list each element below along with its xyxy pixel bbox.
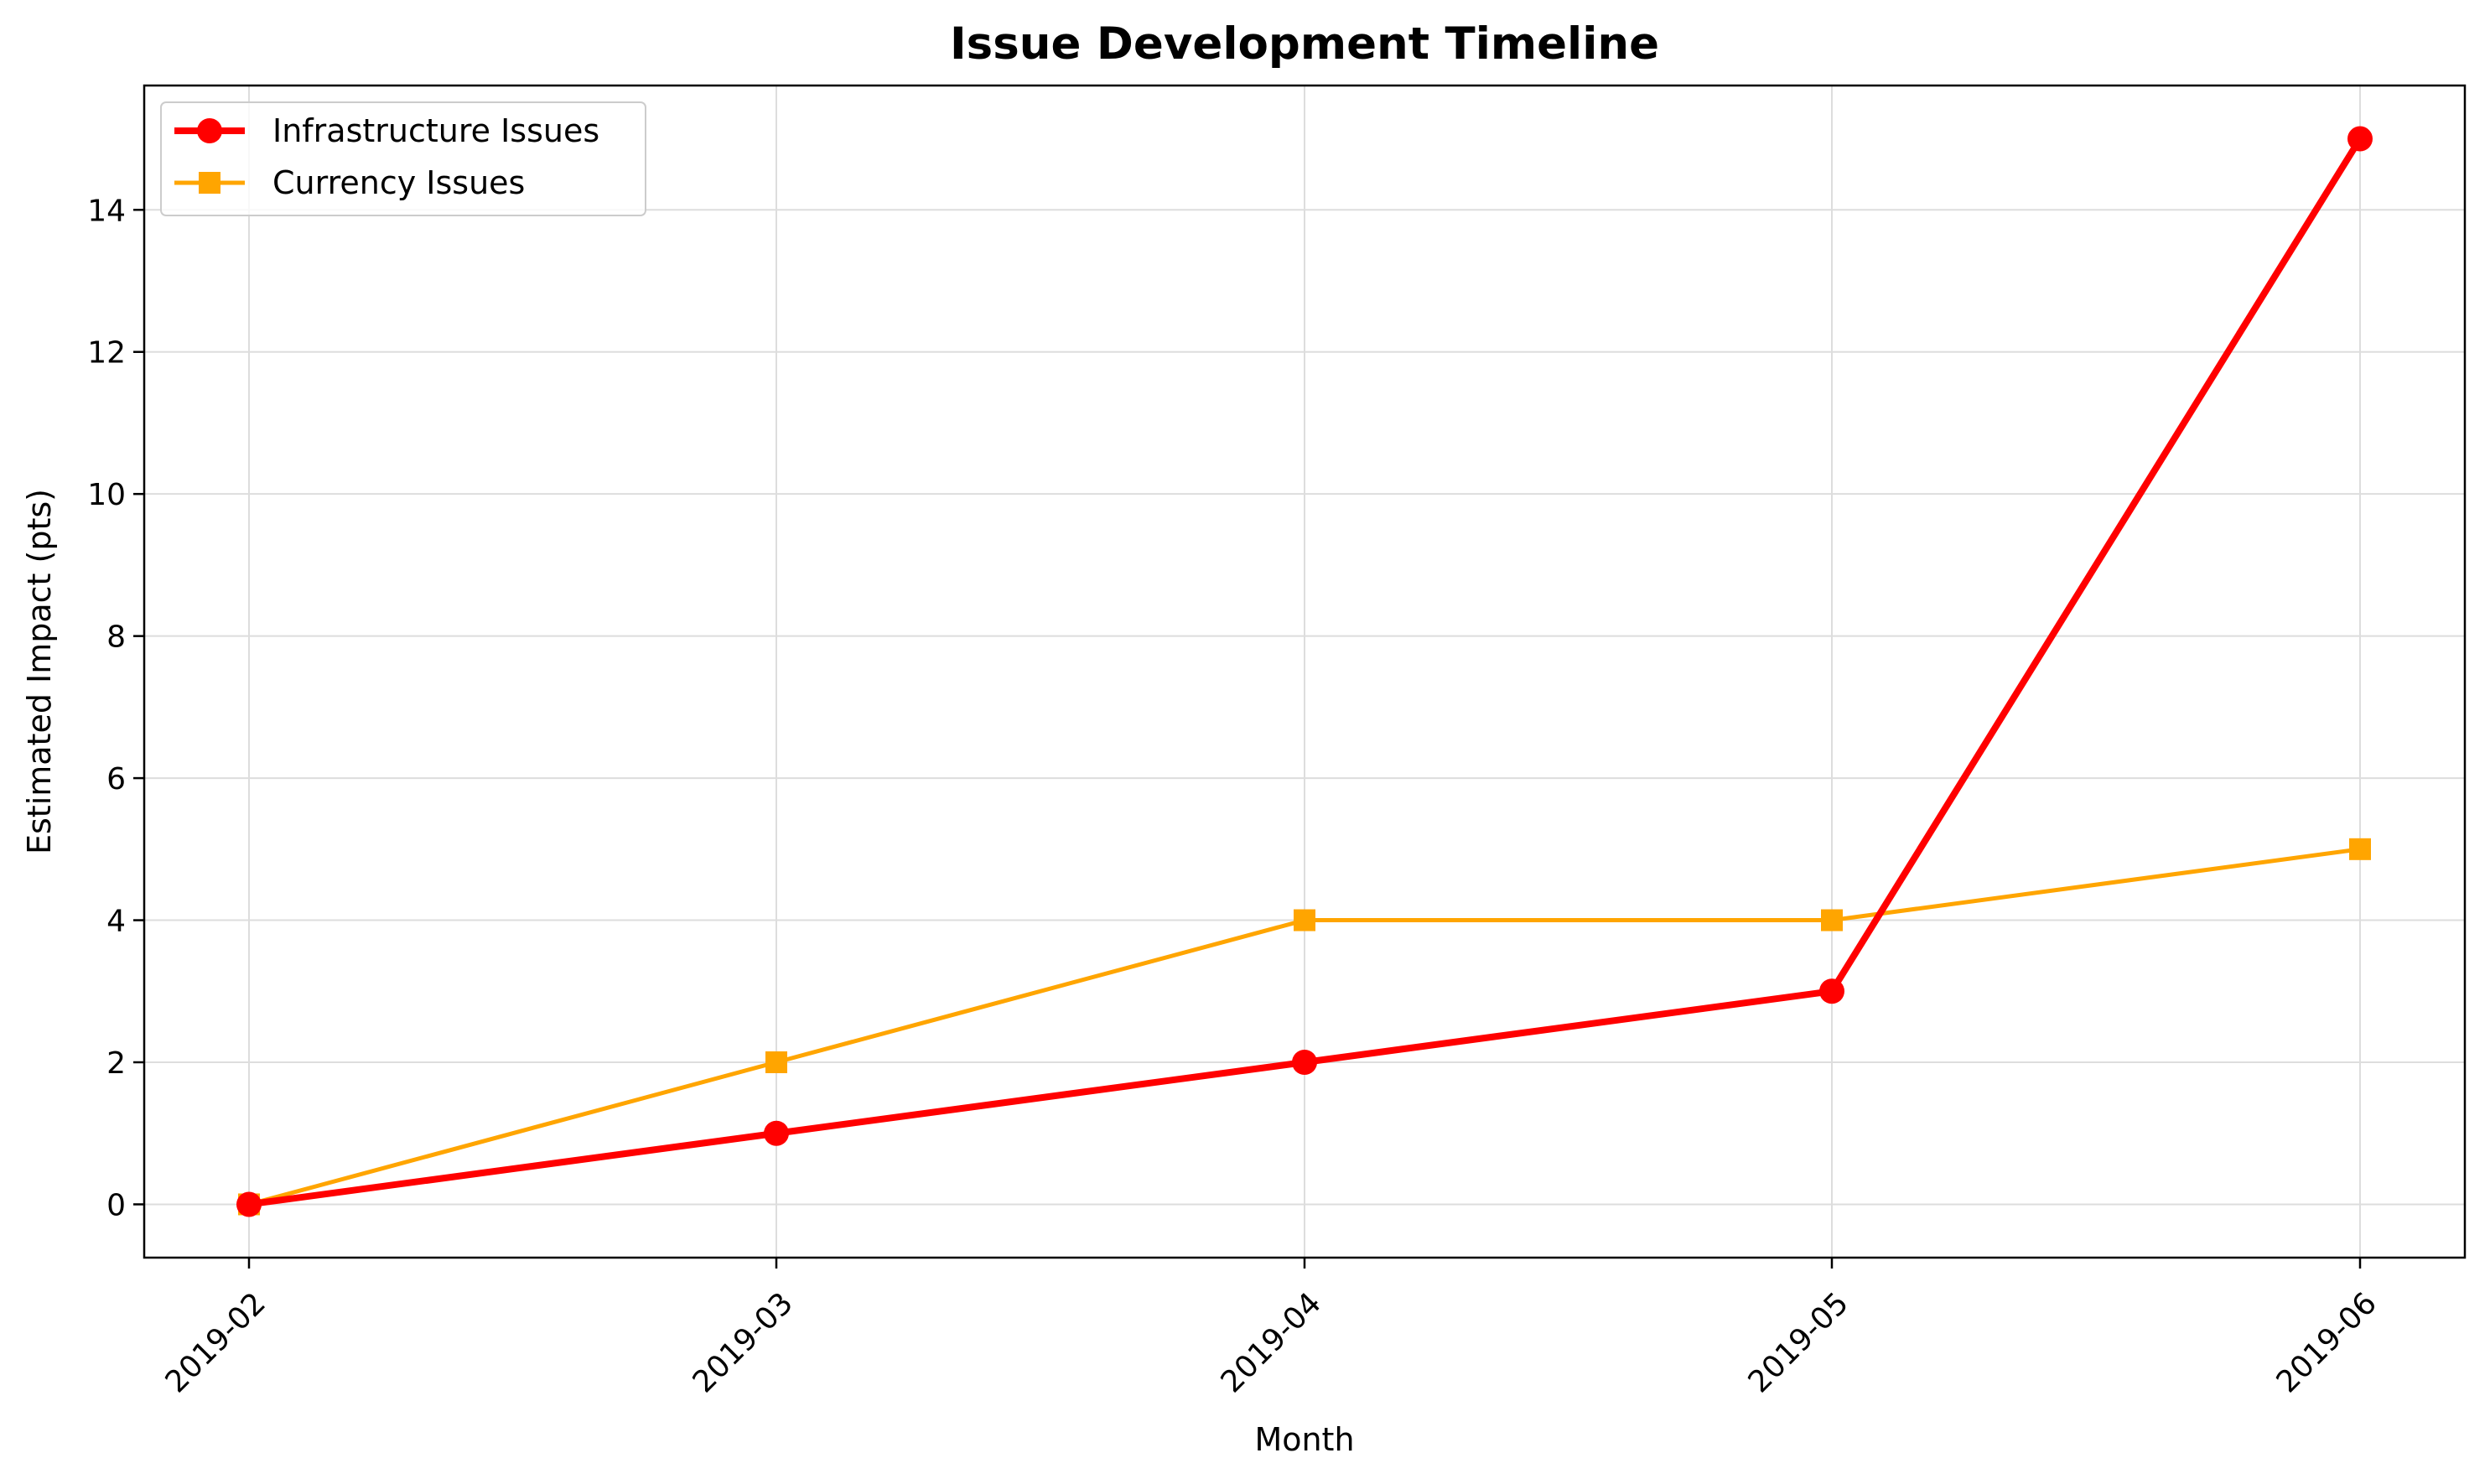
x-axis-label: Month <box>1254 1421 1354 1458</box>
y-tick-label: 8 <box>106 620 126 655</box>
chart-title: Issue Development Timeline <box>950 18 1659 70</box>
y-tick-label: 10 <box>87 478 126 512</box>
data-point-currency <box>765 1051 787 1073</box>
legend-marker-currency <box>199 172 220 194</box>
y-tick-label: 0 <box>106 1188 126 1222</box>
legend-label-infrastructure: Infrastructure Issues <box>272 112 599 149</box>
legend-marker-infrastructure <box>197 118 222 143</box>
legend: Infrastructure Issues Currency Issues <box>160 101 646 216</box>
y-axis-label: Estimated Impact (pts) <box>21 489 58 854</box>
y-tick-label: 2 <box>106 1046 126 1081</box>
data-point-infrastructure <box>236 1191 262 1217</box>
data-point-currency <box>2349 838 2371 860</box>
series-layer <box>236 126 2373 1217</box>
grid <box>144 86 2465 1258</box>
y-tick-label: 14 <box>87 194 126 228</box>
data-point-currency <box>1821 909 1843 931</box>
y-tick-label: 12 <box>87 336 126 371</box>
data-point-currency <box>1294 909 1315 931</box>
y-tick-label: 6 <box>106 762 126 796</box>
data-point-infrastructure <box>1819 978 1844 1004</box>
legend-label-currency: Currency Issues <box>272 164 525 201</box>
data-point-infrastructure <box>1292 1050 1317 1075</box>
legend-box <box>160 101 646 216</box>
data-point-infrastructure <box>764 1120 789 1146</box>
data-point-infrastructure <box>2347 126 2373 152</box>
y-tick-label: 4 <box>106 905 126 939</box>
